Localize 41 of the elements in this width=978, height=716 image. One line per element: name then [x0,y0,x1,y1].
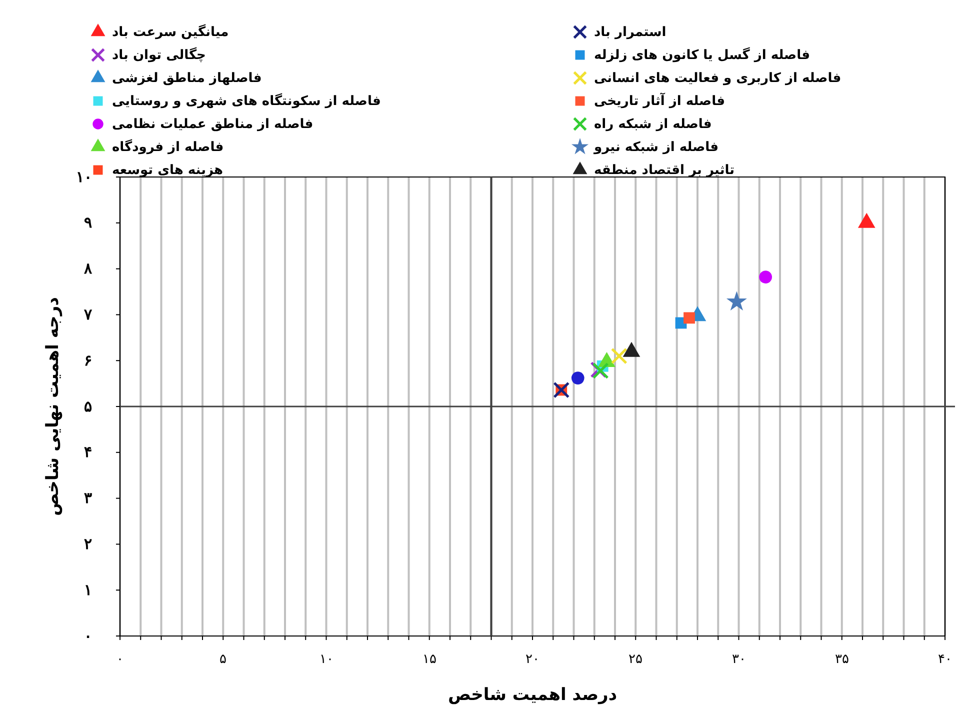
x-tick-label: ۳۵ [834,651,849,666]
legend-label: فاصله از کاربری و فعالیت های انسانی [594,71,842,86]
x-tick-label: ۱۵ [422,651,436,666]
x-tick-label: ۲۵ [628,651,643,666]
point [759,270,772,284]
legend-label: استمرار باد [594,25,666,40]
x-tick-label: ۳۰ [732,651,746,666]
legend-label: فاصله از آثار تاریخی [594,92,726,109]
legend-label: فاصله از مناطق عملیات نظامی [112,117,314,132]
point [726,291,747,311]
y-tick-label: ۷ [83,306,93,324]
x-axis-title: درصد اهمیت شاخص [448,685,618,705]
x-tick-label: ۵ [220,651,227,666]
y-tick-label: ۴ [84,444,92,462]
legend-label: میانگین سرعت باد [112,24,229,40]
legend-label: هزینه های توسعه [112,163,224,178]
y-tick-label: ۳ [84,490,92,508]
y-tick-label: ۰ [84,628,92,645]
legend-label: فاصله از شبکه راه [594,117,712,132]
legend-label: فاصله از شبکه نیرو [593,140,719,155]
point [610,348,628,364]
legend-label: فاصله از گسل یا کانون های زلزله [594,47,810,63]
legend-label: فاصله از فرودگاه [112,139,224,155]
y-tick-label: ۱ [84,582,92,599]
y-tick-label: ۸ [83,260,93,278]
point [571,372,584,384]
y-tick-label: ۶ [84,352,92,370]
legend-label: فاصله از سکونتگاه های شهری و روستایی [112,93,381,109]
point [858,212,876,228]
point [684,312,695,324]
x-tick-label: ۰ [116,651,124,666]
x-tick-label: ۱۰ [319,651,334,666]
legend-label: فاصلهاز مناطق لغزشی [112,71,262,86]
y-tick-label: ۱۰ [76,168,92,186]
y-tick-label: ۵ [84,398,92,416]
y-tick-label: ۲ [84,536,92,553]
x-tick-label: ۴۰ [938,651,952,666]
y-tick-label: ۹ [84,214,92,232]
y-axis-title: درجه اهمیت نهایی شاخص [43,296,63,516]
x-tick-label: ۲۰ [526,651,540,666]
legend-label: چگالی توان باد [112,47,206,63]
